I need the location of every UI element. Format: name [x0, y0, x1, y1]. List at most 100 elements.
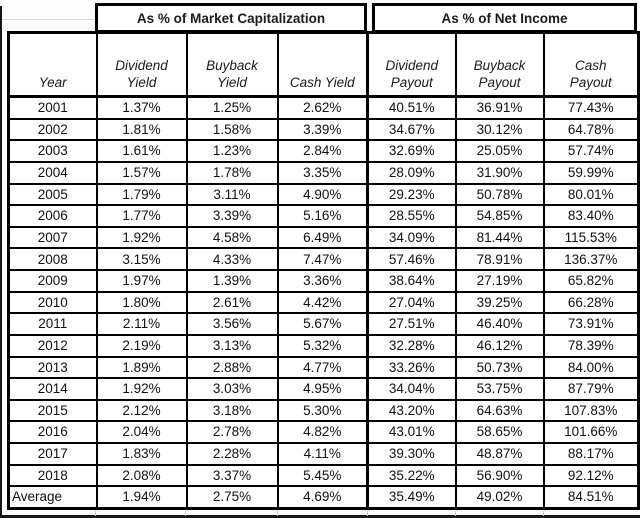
value-cell: 2.19%	[95, 333, 188, 358]
table-row: 2007 1.92% 4.58% 6.49% 34.09% 81.44% 115.53%	[7, 225, 640, 250]
value-cell: 34.09%	[366, 225, 457, 250]
value-cell: 29.23%	[366, 182, 457, 207]
table-row: 2003 1.61% 1.23% 2.84% 32.69% 25.05% 57.74%	[7, 139, 640, 163]
value-cell: 39.30%	[366, 441, 457, 466]
row-label: 2011	[7, 312, 98, 336]
value-cell: 107.83%	[542, 398, 640, 423]
value-cell: 5.16%	[276, 204, 369, 228]
row-label: 2007	[7, 225, 98, 250]
value-cell: 115.53%	[542, 225, 640, 250]
table-row: 2006 1.77% 3.39% 5.16% 28.55% 54.85% 83.40%	[7, 204, 640, 228]
value-cell: 136.37%	[542, 247, 640, 272]
value-cell: 25.05%	[454, 139, 545, 163]
value-cell: 4.33%	[185, 247, 279, 272]
value-cell: 56.90%	[454, 463, 545, 488]
value-cell: 1.25%	[185, 95, 279, 120]
value-cell: 2.75%	[185, 485, 279, 510]
value-cell: 58.65%	[454, 420, 545, 444]
table-body: 2001 1.37% 1.25% 2.62% 40.51% 36.91% 77.43% 200…	[7, 95, 640, 510]
column-header-dividend-payout: Dividend Payout	[366, 31, 457, 98]
table-row: 2010 1.80% 2.61% 4.42% 27.04% 39.25% 66.28%	[7, 290, 640, 315]
value-cell: 4.77%	[276, 355, 369, 380]
value-cell: 64.78%	[542, 117, 640, 142]
value-cell: 1.58%	[185, 117, 279, 142]
value-cell: 28.55%	[366, 204, 457, 228]
value-cell: 4.95%	[276, 377, 369, 401]
row-label: 2003	[7, 139, 98, 163]
value-cell: 2.08%	[95, 463, 188, 488]
table-row: 2013 1.89% 2.88% 4.77% 33.26% 50.73% 84.00%	[7, 355, 640, 380]
value-cell: 5.45%	[276, 463, 369, 488]
value-cell: 50.78%	[454, 182, 545, 207]
column-header-cash-yield: Cash Yield	[276, 31, 369, 98]
value-cell: 43.20%	[366, 398, 457, 423]
value-cell: 1.79%	[95, 182, 188, 207]
value-cell: 4.58%	[185, 225, 279, 250]
value-cell: 3.13%	[185, 333, 279, 358]
value-cell: 4.82%	[276, 420, 369, 444]
column-header-row: Year Dividend Yield Buyback Yield Cash Y…	[7, 31, 640, 98]
spreadsheet-gridline	[185, 511, 186, 516]
value-cell: 2.62%	[276, 95, 369, 120]
value-cell: 1.92%	[95, 377, 188, 401]
table-row: 2015 2.12% 3.18% 5.30% 43.20% 64.63% 107.83%	[7, 398, 640, 423]
value-cell: 4.69%	[276, 485, 369, 510]
value-cell: 80.01%	[542, 182, 640, 207]
value-cell: 2.88%	[185, 355, 279, 380]
row-label: 2014	[7, 377, 98, 401]
value-cell: 33.26%	[366, 355, 457, 380]
value-cell: 2.84%	[276, 139, 369, 163]
column-header-year: Year	[7, 31, 98, 98]
value-cell: 49.02%	[454, 485, 545, 510]
group-header-net-income: As % of Net Income	[372, 3, 637, 33]
average-row: Average 1.94% 2.75% 4.69% 35.49% 49.02% 84.51%	[7, 485, 640, 510]
value-cell: 2.04%	[95, 420, 188, 444]
spreadsheet-gridline	[95, 511, 96, 516]
image-bottom-edge	[0, 515, 640, 518]
table-row: 2017 1.83% 2.28% 4.11% 39.30% 48.87% 88.17%	[7, 441, 640, 466]
value-cell: 5.30%	[276, 398, 369, 423]
table-row: 2001 1.37% 1.25% 2.62% 40.51% 36.91% 77.43%	[7, 95, 640, 120]
value-cell: 34.67%	[366, 117, 457, 142]
value-cell: 32.28%	[366, 333, 457, 358]
table-row: 2018 2.08% 3.37% 5.45% 35.22% 56.90% 92.12%	[7, 463, 640, 488]
value-cell: 3.18%	[185, 398, 279, 423]
value-cell: 57.74%	[542, 139, 640, 163]
value-cell: 1.77%	[95, 204, 188, 228]
group-header-market-capitalization: As % of Market Capitalization	[95, 3, 367, 33]
row-label: 2017	[7, 441, 98, 466]
value-cell: 3.15%	[95, 247, 188, 272]
value-cell: 27.51%	[366, 312, 457, 336]
row-label: 2013	[7, 355, 98, 380]
value-cell: 7.47%	[276, 247, 369, 272]
value-cell: 78.91%	[454, 247, 545, 272]
value-cell: 43.01%	[366, 420, 457, 444]
value-cell: 30.12%	[454, 117, 545, 142]
data-table: Year Dividend Yield Buyback Yield Cash Y…	[7, 31, 640, 510]
table-row: 2009 1.97% 1.39% 3.36% 38.64% 27.19% 65.82%	[7, 269, 640, 293]
value-cell: 36.91%	[454, 95, 545, 120]
value-cell: 3.36%	[276, 269, 369, 293]
value-cell: 101.66%	[542, 420, 640, 444]
value-cell: 2.78%	[185, 420, 279, 444]
value-cell: 66.28%	[542, 290, 640, 315]
value-cell: 1.57%	[95, 161, 188, 185]
table-row: 2005 1.79% 3.11% 4.90% 29.23% 50.78% 80.01%	[7, 182, 640, 207]
value-cell: 50.73%	[454, 355, 545, 380]
row-label: 2005	[7, 182, 98, 207]
value-cell: 64.63%	[454, 398, 545, 423]
row-label: 2008	[7, 247, 98, 272]
table-row: 2016 2.04% 2.78% 4.82% 43.01% 58.65% 101.66%	[7, 420, 640, 444]
value-cell: 77.43%	[542, 95, 640, 120]
value-cell: 1.89%	[95, 355, 188, 380]
value-cell: 2.12%	[95, 398, 188, 423]
table-row: 2012 2.19% 3.13% 5.32% 32.28% 46.12% 78.39%	[7, 333, 640, 358]
spreadsheet-gridline	[277, 511, 278, 516]
value-cell: 2.28%	[185, 441, 279, 466]
value-cell: 48.87%	[454, 441, 545, 466]
value-cell: 59.99%	[542, 161, 640, 185]
value-cell: 1.23%	[185, 139, 279, 163]
value-cell: 81.44%	[454, 225, 545, 250]
row-label: 2016	[7, 420, 98, 444]
